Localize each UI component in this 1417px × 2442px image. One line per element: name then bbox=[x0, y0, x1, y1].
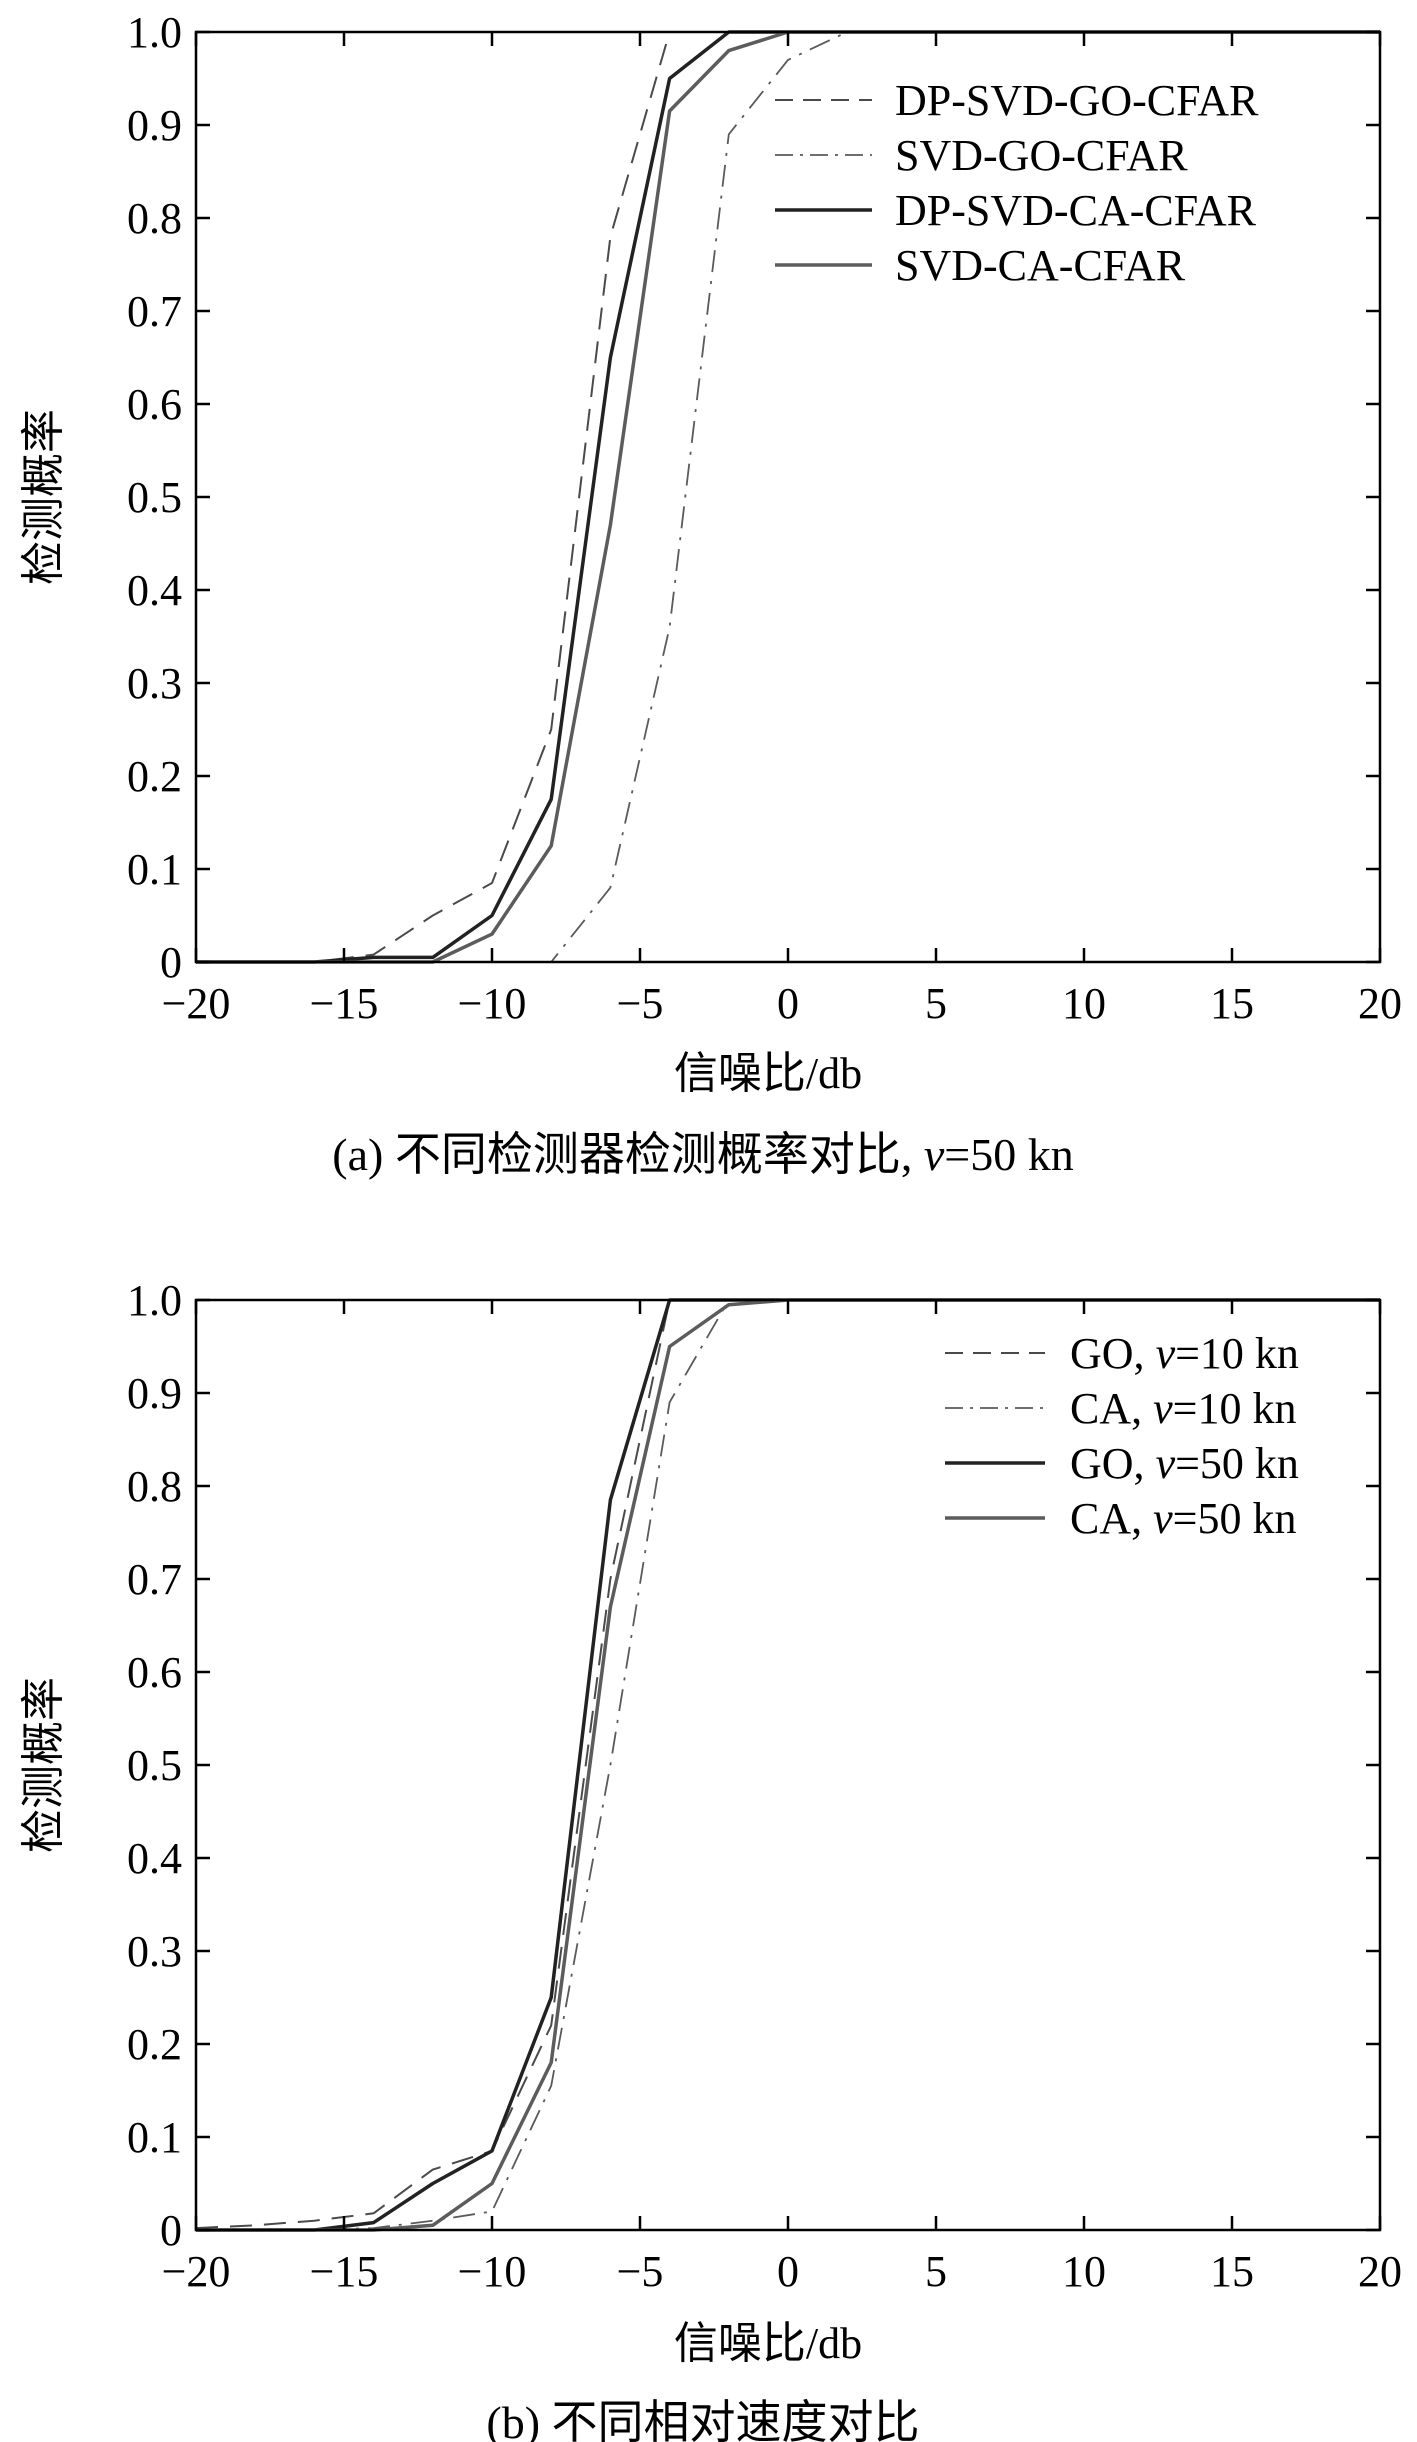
y-tick-label: 0.9 bbox=[127, 101, 182, 150]
x-tick-label: −5 bbox=[617, 2247, 664, 2296]
legend-label-part: v bbox=[1153, 1384, 1173, 1433]
legend-label-part: =50 kn bbox=[1175, 1439, 1299, 1488]
x-tick-label: 20 bbox=[1358, 979, 1402, 1028]
y-tick-label: 0.1 bbox=[127, 2113, 182, 2162]
axes-frame bbox=[194, 30, 1382, 964]
x-tick-label: 5 bbox=[925, 979, 947, 1028]
series-line-4 bbox=[196, 30, 1380, 964]
x-tick-label: 10 bbox=[1062, 979, 1106, 1028]
y-tick-label: 0.9 bbox=[127, 1369, 182, 1418]
x-axis-label: 信噪比/db bbox=[674, 2319, 862, 2368]
legend-label-part: CA, bbox=[1070, 1384, 1153, 1433]
x-tick-label: −15 bbox=[310, 2247, 379, 2296]
y-tick-label: 0 bbox=[160, 938, 182, 987]
y-tick-label: 1.0 bbox=[127, 8, 182, 57]
y-tick-label: 0.8 bbox=[127, 1462, 182, 1511]
y-tick-label: 1.0 bbox=[127, 1276, 182, 1325]
x-tick-label: 5 bbox=[925, 2247, 947, 2296]
caption-variable: v bbox=[924, 1129, 945, 1180]
legend-label-part: v bbox=[1156, 1329, 1176, 1378]
caption-text: (a) 不同检测器检测概率对比, bbox=[332, 1129, 924, 1180]
x-tick-label: 15 bbox=[1210, 2247, 1254, 2296]
figure-caption: (b) 不同相对速度对比 bbox=[486, 2397, 919, 2442]
legend-label-1: DP-SVD-GO-CFAR bbox=[895, 76, 1259, 125]
x-tick-label: 15 bbox=[1210, 979, 1254, 1028]
y-axis-label: 检测概率 bbox=[19, 409, 68, 585]
y-tick-label: 0.6 bbox=[127, 1648, 182, 1697]
x-axis-label: 信噪比/db bbox=[674, 1049, 862, 1098]
caption-text: (b) 不同相对速度对比 bbox=[486, 2397, 919, 2442]
y-tick-label: 0.5 bbox=[127, 473, 182, 522]
y-tick-label: 0.4 bbox=[127, 566, 182, 615]
series-line-3 bbox=[196, 30, 1380, 964]
y-tick-label: 0.4 bbox=[127, 1834, 182, 1883]
y-tick-label: 0.7 bbox=[127, 287, 182, 336]
legend-label-part: =10 kn bbox=[1173, 1384, 1297, 1433]
chart-panel-a: −20 −15 −10 −5 0 5 10 15 20 0 0.1 0.2 0.3 0.4 0.5 0.6 0.… bbox=[19, 8, 1402, 1180]
y-tick-label: 0.3 bbox=[127, 1927, 182, 1976]
legend-label-3: DP-SVD-CA-CFAR bbox=[895, 186, 1257, 235]
y-axis-label: 检测概率 bbox=[19, 1677, 68, 1853]
legend-label-4: CA, v=50 kn bbox=[1070, 1494, 1296, 1543]
x-tick-label: 10 bbox=[1062, 2247, 1106, 2296]
legend-label-part: SVD-CA-CFAR bbox=[895, 241, 1186, 290]
y-tick-label: 0.2 bbox=[127, 752, 182, 801]
x-tick-label: −5 bbox=[617, 979, 664, 1028]
y-tick-label: 0.8 bbox=[127, 194, 182, 243]
series-line-1 bbox=[196, 1299, 1380, 2230]
x-tick-label: −10 bbox=[458, 979, 527, 1028]
legend-label-part: CA, bbox=[1070, 1494, 1153, 1543]
y-tick-label: 0.1 bbox=[127, 845, 182, 894]
legend-label-part: v bbox=[1156, 1439, 1176, 1488]
y-tick-label: 0.7 bbox=[127, 1555, 182, 1604]
series-line-2 bbox=[196, 31, 1380, 963]
legend-label-2: SVD-GO-CFAR bbox=[895, 131, 1188, 180]
x-tick-label: −15 bbox=[310, 979, 379, 1028]
x-tick-label: −10 bbox=[458, 2247, 527, 2296]
legend-label-3: GO, v=50 kn bbox=[1070, 1439, 1299, 1488]
legend-label-2: CA, v=10 kn bbox=[1070, 1384, 1296, 1433]
legend-label-part: GO, bbox=[1070, 1439, 1156, 1488]
figure-caption: (a) 不同检测器检测概率对比, v=50 kn bbox=[332, 1129, 1073, 1180]
legend-label-part: =10 kn bbox=[1175, 1329, 1299, 1378]
caption-suffix: =50 kn bbox=[944, 1129, 1073, 1180]
legend-label-4: SVD-CA-CFAR bbox=[895, 241, 1186, 290]
legend-label-1: GO, v=10 kn bbox=[1070, 1329, 1299, 1378]
x-tick-label: 0 bbox=[777, 2247, 799, 2296]
legend-label-part: DP-SVD-GO-CFAR bbox=[895, 76, 1259, 125]
legend-label-part: =50 kn bbox=[1173, 1494, 1297, 1543]
x-tick-label: −20 bbox=[162, 979, 231, 1028]
x-tick-label: −20 bbox=[162, 2247, 231, 2296]
y-tick-label: 0.6 bbox=[127, 380, 182, 429]
legend-label-part: GO, bbox=[1070, 1329, 1156, 1378]
y-tick-label: 0 bbox=[160, 2206, 182, 2255]
chart-panel-b: −20 −15 −10 −5 0 5 10 15 20 0 0.1 0.2 0.3 0.4 0.5 0.6 0.… bbox=[19, 1276, 1402, 2442]
legend-label-part: v bbox=[1153, 1494, 1173, 1543]
series-line-1 bbox=[196, 31, 1380, 963]
y-tick-label: 0.3 bbox=[127, 659, 182, 708]
legend-label-part: SVD-GO-CFAR bbox=[895, 131, 1188, 180]
x-tick-label: 20 bbox=[1358, 2247, 1402, 2296]
legend-label-part: DP-SVD-CA-CFAR bbox=[895, 186, 1257, 235]
y-tick-label: 0.2 bbox=[127, 2020, 182, 2069]
y-tick-label: 0.5 bbox=[127, 1741, 182, 1790]
x-tick-label: 0 bbox=[777, 979, 799, 1028]
